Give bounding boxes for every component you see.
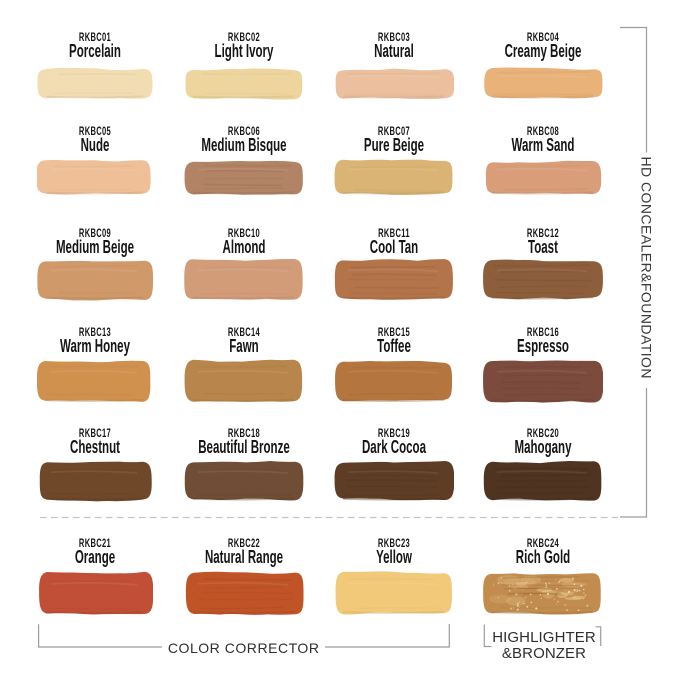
svg-text:HD CONCEALER&FOUNDATION: HD CONCEALER&FOUNDATION	[638, 157, 654, 379]
